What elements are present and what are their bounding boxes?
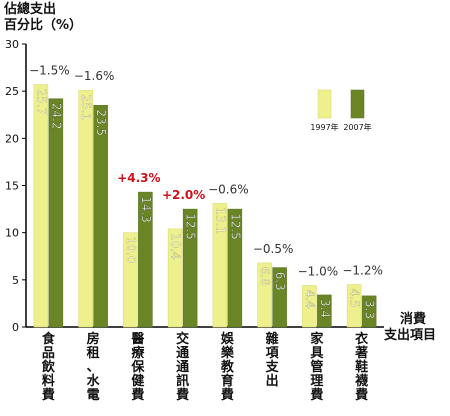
bar-2007: [272, 267, 287, 328]
y-tick-label: 25: [5, 85, 19, 98]
category-label-char: 、: [87, 360, 100, 375]
change-label: −1.0%: [298, 264, 339, 278]
bar-1997: [33, 84, 49, 328]
category-label-char: 健: [131, 373, 144, 389]
y-tick-label: 30: [5, 38, 19, 51]
y-tick-label: 0: [12, 321, 19, 334]
bar-value-label: 6.3: [273, 272, 287, 291]
bar-value-label: 4.4: [303, 289, 317, 308]
category-label-char: 費: [42, 387, 55, 403]
legend-label: 1997年: [310, 122, 338, 132]
category-label-char: 育: [221, 373, 234, 389]
bar-1997: [212, 203, 228, 328]
change-label: +4.3%: [117, 171, 160, 185]
bar-value-label: 25.7: [34, 89, 48, 116]
category-label-char: 項: [266, 346, 280, 361]
change-label: −0.5%: [253, 242, 294, 256]
bar-value-label: 6.8: [258, 267, 272, 286]
x-axis-label-line2: 支出項目: [384, 328, 437, 343]
bar-1997: [302, 285, 317, 328]
bar-value-label: 25.1: [79, 94, 93, 121]
category-label-char: 具: [310, 346, 323, 361]
category-label-char: 鞋: [355, 359, 368, 375]
bar-value-label: 12.5: [184, 213, 198, 240]
category-label-char: 雜: [266, 331, 279, 347]
legend-swatch-2007: [350, 89, 365, 119]
y-tick-label: 20: [5, 132, 19, 145]
legend-swatch-1997: [317, 89, 332, 119]
bar-value-label: 4.5: [348, 289, 362, 308]
bar-1997: [257, 262, 272, 328]
category-label-char: 食: [42, 331, 56, 347]
category-label-char: 樂: [221, 345, 235, 361]
category-label-char: 教: [220, 359, 235, 375]
bar-value-label: 3.3: [363, 300, 377, 319]
bar-1997: [78, 89, 93, 328]
bar-2007: [317, 294, 332, 328]
bar-2007: [93, 105, 108, 328]
category-label-char: 訊: [176, 373, 189, 389]
legend-label: 2007年: [343, 122, 371, 132]
y-axis-label-line1: 佔總支出: [4, 2, 57, 17]
category-label-char: 理: [310, 374, 323, 389]
category-label-char: 家: [310, 331, 324, 347]
bar-1997: [346, 284, 362, 328]
category-label-char: 交: [176, 331, 189, 347]
bar-1997: [123, 232, 138, 328]
category-label-char: 房: [87, 331, 100, 347]
category-label-char: 料: [42, 373, 55, 389]
category-label-char: 飲: [41, 359, 56, 375]
bar-2007: [48, 98, 64, 328]
bar-2007: [227, 208, 243, 328]
change-label: −1.6%: [74, 69, 115, 83]
change-label: +2.0%: [162, 188, 205, 202]
category-label-char: 費: [131, 387, 144, 403]
category-label-char: 出: [266, 373, 279, 389]
category-label-char: 娛: [220, 331, 234, 347]
bar-2007: [182, 208, 198, 328]
change-label: −1.5%: [29, 64, 70, 78]
bar-value-label: 10.0: [124, 237, 138, 264]
category-label-char: 著: [354, 345, 368, 361]
bar-value-label: 14.3: [139, 196, 153, 223]
category-label-char: 療: [131, 345, 145, 361]
change-label: −1.2%: [342, 264, 383, 278]
y-axis-label-line2: 百分比（%）: [4, 18, 83, 33]
y-tick-label: 15: [5, 180, 19, 193]
bar-2007: [138, 191, 153, 328]
category-label-char: 保: [130, 359, 145, 375]
category-label-char: 通: [176, 345, 189, 361]
bar-value-label: 13.1: [213, 207, 227, 234]
category-label-char: 費: [310, 387, 323, 403]
category-label-char: 費: [355, 387, 368, 403]
bar-value-label: 23.5: [94, 109, 108, 136]
category-label-char: 醫: [131, 332, 144, 347]
category-label-char: 水: [87, 373, 101, 389]
category-label-char: 品: [42, 346, 55, 361]
bar-1997: [167, 228, 183, 328]
category-label-char: 管: [310, 359, 323, 375]
bar-value-label: 3.4: [318, 299, 332, 318]
bar-value-label: 24.2: [49, 103, 63, 130]
category-label-char: 電: [87, 388, 100, 403]
bar-value-label: 10.4: [169, 233, 183, 260]
bar-2007: [361, 295, 377, 328]
category-label-char: 費: [176, 387, 189, 403]
y-tick-label: 5: [12, 274, 19, 287]
bar-value-label: 12.5: [228, 213, 242, 240]
category-label-char: 租: [87, 346, 100, 361]
x-axis-label-line1: 消費: [400, 312, 427, 327]
category-label-char: 襪: [355, 373, 368, 389]
y-tick-label: 10: [5, 227, 19, 240]
category-label-char: 衣: [355, 331, 368, 347]
category-label-char: 通: [176, 359, 189, 375]
change-label: −0.6%: [208, 182, 249, 196]
category-label-char: 費: [221, 387, 234, 403]
category-label-char: 支: [265, 359, 280, 375]
